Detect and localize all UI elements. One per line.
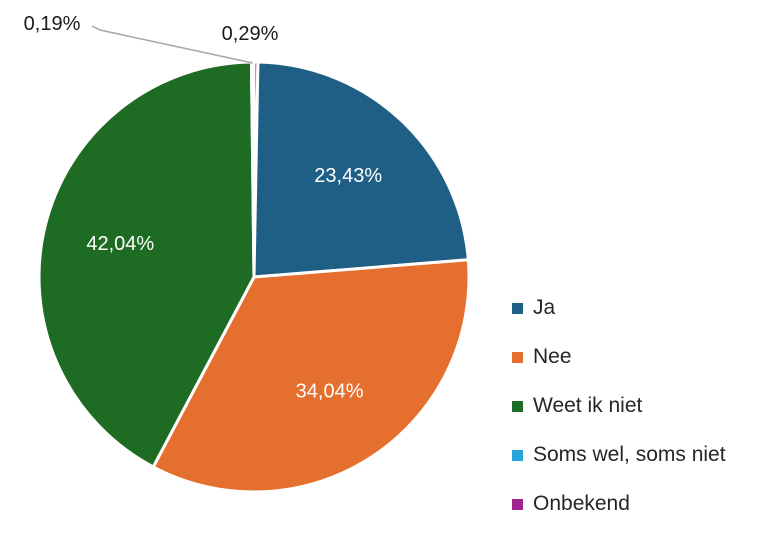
- legend-swatch-weet-ik-niet: [512, 400, 523, 412]
- legend-label-nee: Nee: [533, 345, 572, 368]
- legend-item-nee: Nee: [512, 345, 726, 369]
- data-label-soms: 0,19%: [24, 13, 81, 35]
- legend-item-soms: Soms wel, soms niet: [512, 443, 726, 467]
- legend-swatch-ja: [512, 302, 523, 314]
- data-label-weet-ik-niet: 42,04%: [86, 233, 154, 255]
- pie-chart: 23,43% 34,04% 42,04% 0,29% 0,19%: [24, 13, 471, 494]
- slice-labels: 23,43% 34,04% 42,04% 0,29% 0,19%: [24, 13, 383, 402]
- legend-label-ja: Ja: [533, 296, 556, 319]
- legend-swatch-onbekend: [512, 498, 523, 510]
- legend-swatch-nee: [512, 351, 523, 363]
- legend-label-onbekend: Onbekend: [533, 492, 630, 515]
- data-label-ja: 23,43%: [314, 165, 382, 187]
- data-label-nee: 34,04%: [296, 380, 364, 402]
- legend: Ja Nee Weet ik niet Soms wel, soms niet …: [512, 296, 726, 541]
- pie-slice-weet-ik-niet: [37, 60, 256, 469]
- legend-item-ja: Ja: [512, 296, 726, 320]
- legend-item-onbekend: Onbekend: [512, 492, 726, 516]
- pie-slice-ja: [252, 60, 470, 279]
- legend-label-weet-ik-niet: Weet ik niet: [533, 394, 643, 417]
- legend-item-weet-ik-niet: Weet ik niet: [512, 394, 726, 418]
- pie-slices: [37, 60, 471, 494]
- leader-lines: [91, 25, 253, 64]
- legend-label-soms: Soms wel, soms niet: [533, 443, 726, 466]
- leader-line-soms: [91, 25, 253, 64]
- pie-slice-nee: [151, 258, 471, 494]
- data-label-onbekend: 0,29%: [222, 23, 279, 45]
- legend-swatch-soms: [512, 449, 523, 461]
